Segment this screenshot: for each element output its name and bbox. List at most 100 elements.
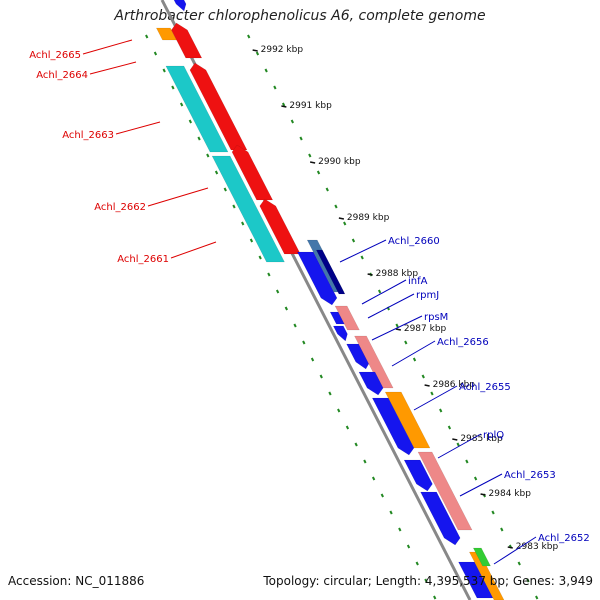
track-dot <box>299 136 303 141</box>
track-dot <box>363 459 367 464</box>
tick-label: 2983 kbp <box>516 542 559 552</box>
track-dot <box>145 34 149 39</box>
track-dot <box>316 170 321 175</box>
track-dot <box>249 238 254 243</box>
track-dot <box>377 289 382 294</box>
leader-line <box>371 315 423 341</box>
track-dot <box>433 595 437 600</box>
tick-mark <box>452 438 458 441</box>
leader-line <box>437 433 482 459</box>
gene-label-left: Achl_2664 <box>36 70 88 81</box>
gene-achl-2656-b <box>354 335 394 389</box>
tick-mark <box>309 161 316 164</box>
leader-line <box>459 473 503 497</box>
track-dot <box>171 85 175 90</box>
accession-label: Accession: NC_011886 <box>8 574 145 588</box>
track-dot <box>293 323 297 328</box>
track-dot <box>351 238 356 243</box>
track-dot <box>345 425 350 430</box>
track-dot <box>500 527 504 532</box>
track-dot <box>380 493 384 498</box>
gene-label-right: Achl_2653 <box>504 470 556 481</box>
track-dot <box>421 374 425 379</box>
gene-achl-2664 <box>171 22 203 59</box>
track-dot <box>406 544 411 549</box>
track-dot <box>535 595 539 600</box>
track-dot <box>439 408 443 413</box>
leader-line <box>89 61 137 75</box>
tick-dots-left <box>145 34 437 600</box>
gene-label-right: rplQ <box>483 430 504 441</box>
gene-achl-2662-b <box>259 198 301 255</box>
track-dot <box>412 357 417 362</box>
tick-mark <box>252 49 258 52</box>
tick-label: 2984 kbp <box>489 489 532 499</box>
tick-mark <box>338 217 345 220</box>
track-dot <box>491 510 495 515</box>
gene-features <box>155 0 505 600</box>
tick-mark <box>395 328 402 331</box>
track-dot <box>197 136 201 141</box>
gene-achl-2661 <box>211 155 285 263</box>
gene-rplQ-b <box>403 459 433 492</box>
gene-achl-2662 <box>231 144 274 201</box>
track-dot <box>415 561 419 566</box>
gene-achl-2656-c <box>358 371 384 396</box>
gene-label-right: infA <box>408 276 428 287</box>
tick-label: 2986 kbp <box>433 380 476 390</box>
track-dot <box>232 204 236 209</box>
track-dot <box>247 34 251 39</box>
track-dot <box>214 170 219 175</box>
track-dot <box>319 374 323 379</box>
tick-mark <box>424 384 430 387</box>
track-dot <box>188 119 192 124</box>
track-dot <box>284 306 288 311</box>
tick-mark <box>480 493 486 496</box>
leader-line <box>339 239 387 263</box>
gene-label-right: Achl_2655 <box>459 382 511 393</box>
tick-dots-right <box>247 34 539 600</box>
track-dot <box>206 153 210 158</box>
track-dot <box>281 102 286 107</box>
gene-top-clipped <box>173 0 187 12</box>
tick-mark <box>507 546 513 549</box>
track-dot <box>395 323 399 328</box>
track-dot <box>404 340 408 345</box>
leader-line <box>361 279 407 305</box>
leader-line <box>391 340 436 367</box>
tick-mark <box>367 273 373 276</box>
gene-achl-2652-c <box>472 547 491 567</box>
gene-label-left: Achl_2661 <box>117 254 169 265</box>
track-dot <box>302 340 306 345</box>
leader-line <box>493 536 537 565</box>
gene-rpsM <box>334 305 360 331</box>
gene-label-right: rpmJ <box>416 290 439 301</box>
track-dot <box>465 459 469 464</box>
leader-line <box>147 187 209 207</box>
gene-label-right: Achl_2660 <box>388 236 440 247</box>
track-dot <box>456 442 460 447</box>
track-dot <box>162 68 166 73</box>
track-dot <box>290 119 294 124</box>
gene-label-right: Achl_2656 <box>437 337 489 348</box>
track-dot <box>334 204 338 209</box>
leader-line <box>367 293 415 319</box>
leader-line <box>413 385 458 411</box>
tick-labels: 2992 kbp 2991 kbp 2990 kbp 2989 kbp 2988 kbp… <box>252 45 559 552</box>
leader-line <box>170 241 217 259</box>
track-dot <box>430 391 434 396</box>
gene-achl-2663 <box>165 65 229 153</box>
track-dot <box>328 391 332 396</box>
track-dot <box>310 357 315 362</box>
track-dot <box>398 527 402 532</box>
gene-label-left: Achl_2665 <box>29 50 81 61</box>
tick-label: 2991 kbp <box>289 101 332 111</box>
track-dot <box>223 187 227 192</box>
tick-label: 2987 kbp <box>404 324 447 334</box>
gene-label-left: Achl_2663 <box>62 130 114 141</box>
tick-label: 2988 kbp <box>376 269 419 279</box>
gene-achl-2656 <box>346 343 371 370</box>
track-dot <box>337 408 341 413</box>
gene-label-left: Achl_2662 <box>94 202 146 213</box>
left-gene-labels: Achl_2665 Achl_2664 Achl_2663 Achl_2662 Achl… <box>29 39 217 265</box>
